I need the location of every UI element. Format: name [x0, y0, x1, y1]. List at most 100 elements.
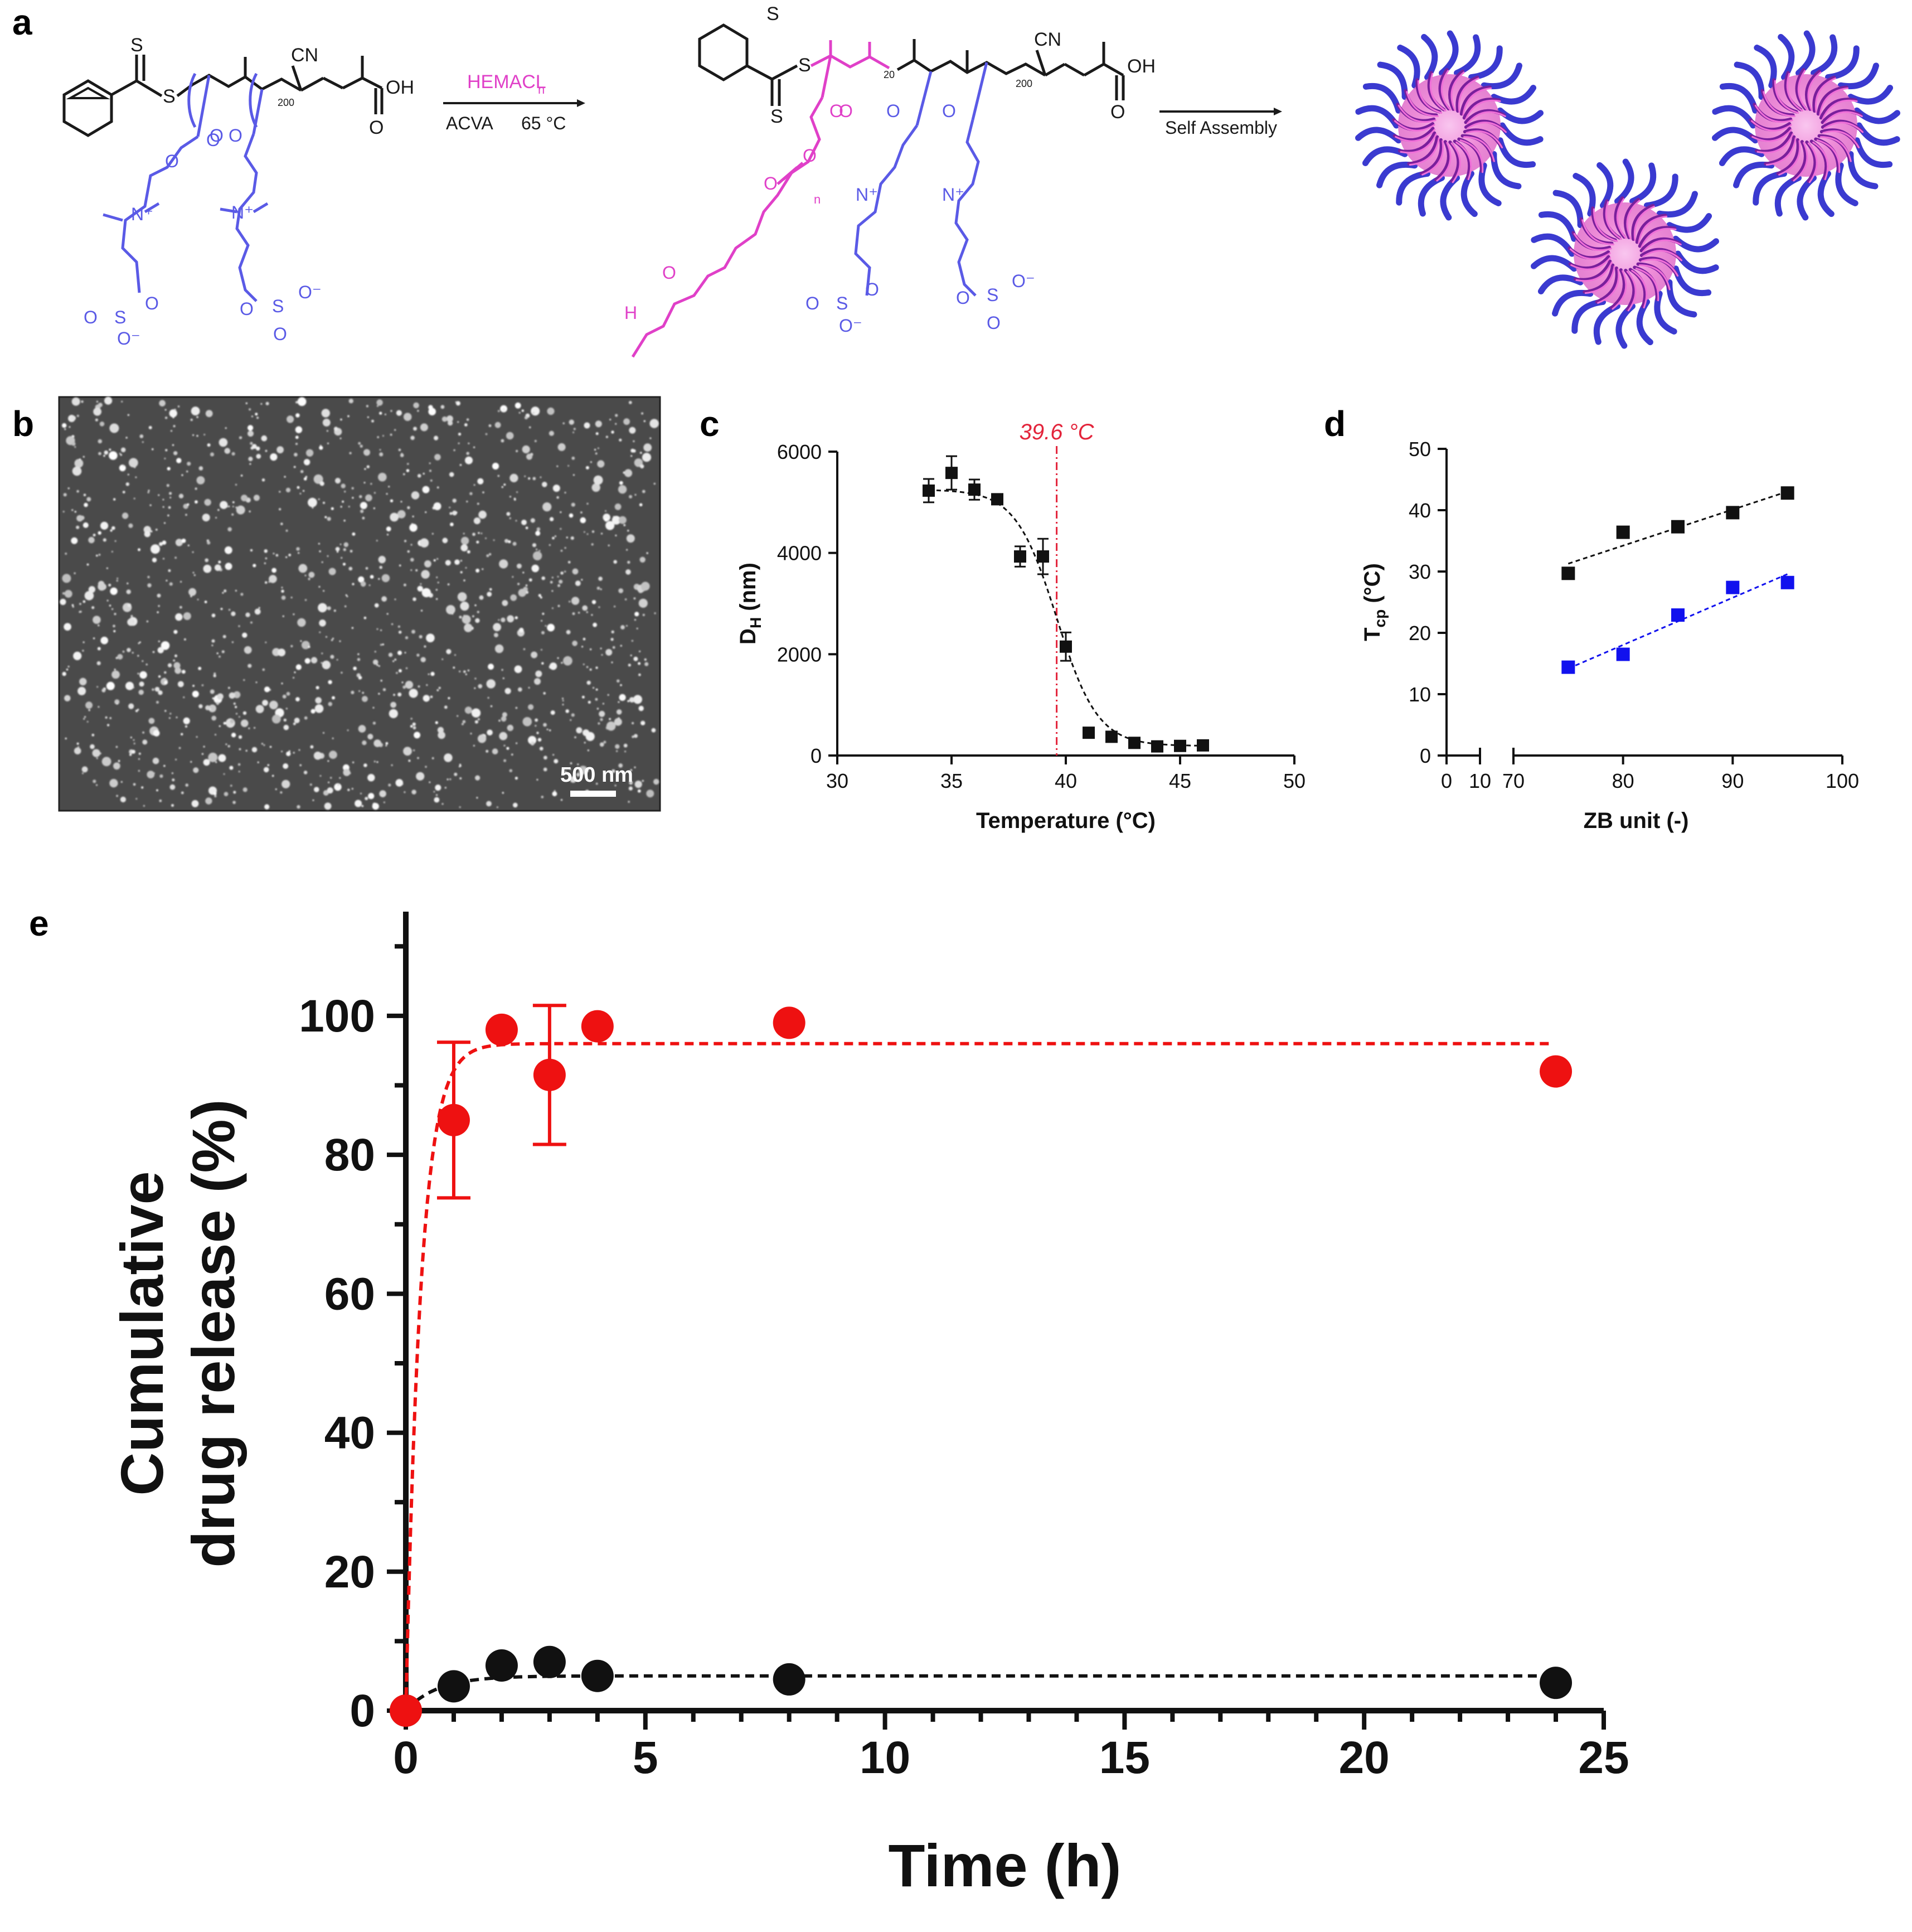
sem-particle	[294, 453, 298, 457]
micelle-core-chain-highlight	[1593, 208, 1618, 242]
sem-particle	[471, 708, 481, 718]
sem-particle	[186, 470, 188, 473]
sem-particle	[420, 657, 426, 662]
atom-so3-left-s: S	[114, 307, 126, 327]
sem-particle	[473, 744, 475, 747]
sem-particle	[183, 717, 190, 724]
sem-particle	[295, 413, 300, 418]
c-y-axis-label: DH (nm)	[736, 563, 764, 645]
sem-particle	[64, 623, 71, 631]
sem-particle	[388, 783, 391, 787]
sem-particle	[293, 466, 296, 468]
sem-particle	[524, 416, 528, 420]
sem-particle	[103, 538, 106, 542]
sem-particle	[561, 662, 563, 664]
sem-particle	[93, 637, 95, 640]
sem-particle	[164, 671, 167, 674]
sem-particle	[169, 409, 177, 418]
sem-particle	[459, 777, 462, 779]
sem-particle	[216, 701, 220, 705]
sem-particle	[251, 415, 254, 418]
sem-particle	[426, 633, 435, 642]
atom-n-left1: N⁺	[131, 204, 153, 224]
sem-particle	[404, 791, 406, 793]
sem-particle	[238, 771, 240, 773]
sem-particle	[457, 592, 467, 602]
sem-particle	[417, 474, 421, 478]
sem-particle	[181, 474, 183, 476]
sem-particle	[379, 411, 382, 415]
sem-particle	[393, 694, 395, 696]
atom-so4-o2: O	[273, 324, 287, 344]
e-x-axis-label: Time (h)	[888, 1832, 1121, 1899]
c-y-tick-label: 0	[811, 744, 822, 767]
sem-particle	[611, 430, 614, 434]
sem-particle	[547, 407, 555, 415]
sem-particle	[557, 657, 559, 659]
e-data-point-black	[485, 1649, 518, 1682]
sem-particle	[293, 613, 295, 616]
sem-particle	[347, 415, 350, 418]
sem-particle	[98, 582, 106, 591]
sem-particle	[308, 578, 310, 580]
sem-particle	[420, 583, 422, 585]
sem-particle	[128, 703, 134, 709]
sem-particle	[581, 695, 585, 699]
micelle-corona-chain	[1795, 30, 1816, 76]
sem-particle	[205, 797, 212, 805]
sem-particle	[518, 411, 521, 414]
sem-particle	[486, 679, 496, 689]
sem-particle	[93, 534, 96, 537]
sem-particle	[541, 631, 545, 635]
sem-particle	[633, 656, 638, 661]
sem-particle	[133, 686, 134, 689]
sem-particle	[132, 652, 134, 654]
sem-particle	[497, 474, 500, 477]
sem-particle	[264, 562, 266, 564]
sem-particle	[210, 689, 215, 694]
sem-particle	[464, 706, 472, 714]
sem-particle	[384, 413, 386, 415]
zwitterion-pendants-left	[103, 72, 269, 302]
sem-particle	[587, 749, 589, 752]
d-data-point-blue	[1561, 660, 1575, 674]
sem-particle	[584, 742, 586, 744]
sem-particle	[532, 411, 535, 414]
sem-particle	[270, 453, 278, 461]
sem-particle	[535, 718, 538, 722]
sem-particle	[162, 540, 167, 545]
sem-particle	[623, 418, 630, 425]
sem-particle	[639, 556, 646, 563]
sem-particle	[455, 511, 458, 514]
c-data-point	[1105, 730, 1118, 743]
sem-particle	[83, 456, 85, 458]
sem-particle	[625, 569, 631, 575]
sem-particle	[363, 482, 366, 484]
sem-particle	[212, 697, 214, 700]
sem-particle	[370, 483, 372, 485]
micelle-core-chain-highlight	[1631, 269, 1648, 309]
sem-particle	[238, 735, 242, 739]
c-y-tick-label: 4000	[777, 542, 822, 565]
sem-particle	[185, 725, 188, 728]
e-y-tick-label: 100	[299, 991, 375, 1042]
sem-particle	[205, 558, 209, 563]
sem-particle	[71, 604, 74, 607]
sem-particle	[370, 575, 374, 579]
sem-particle	[569, 601, 571, 603]
sem-particle	[314, 704, 324, 713]
sem-particle	[295, 697, 300, 701]
sem-particle	[73, 651, 82, 660]
sem-particle	[120, 781, 123, 783]
sem-particle	[133, 497, 135, 500]
sem-particle	[98, 452, 101, 456]
e-y-axis-label-line1: Cumulative	[108, 1171, 176, 1495]
sem-particle	[283, 718, 287, 722]
sem-particle	[513, 497, 516, 500]
atom-so4-mid-o2: O	[987, 313, 1001, 333]
sem-particle	[101, 757, 111, 767]
sem-particle	[215, 517, 217, 519]
sem-particle	[142, 731, 144, 734]
sem-particle	[208, 752, 218, 762]
sem-particle	[293, 752, 295, 754]
